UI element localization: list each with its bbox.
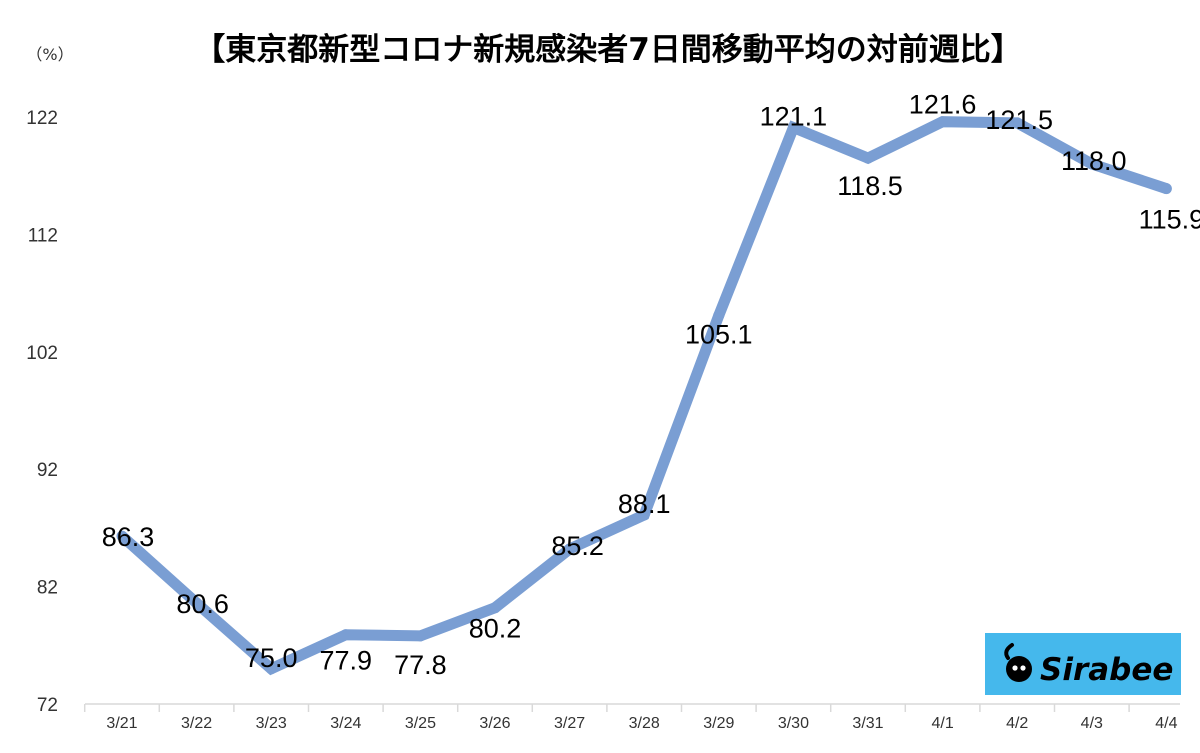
x-tick-label: 4/2 [1006, 715, 1028, 732]
data-label: 88.1 [618, 489, 671, 519]
x-tick-label: 3/30 [778, 715, 809, 732]
x-tick-label: 3/23 [256, 715, 287, 732]
x-tick-label: 3/25 [405, 715, 436, 732]
y-tick-label: 82 [37, 578, 58, 599]
y-tick-label: 112 [28, 225, 58, 246]
x-tick-label: 3/22 [181, 715, 212, 732]
chart-title: 【東京都新型コロナ新規感染者7日間移動平均の対前週比】 [194, 32, 1022, 68]
data-label: 118.5 [837, 171, 903, 201]
x-tick-label: 3/29 [703, 715, 734, 732]
data-label: 77.9 [320, 646, 373, 676]
series-line [116, 116, 1172, 676]
y-tick-label: 72 [37, 695, 58, 716]
x-tick-label: 4/1 [931, 715, 953, 732]
data-point [489, 602, 501, 614]
data-label: 75.0 [245, 643, 298, 673]
x-tick-label: 4/4 [1155, 715, 1177, 732]
x-tick-label: 3/31 [852, 715, 883, 732]
y-axis-ticks: 72 82 92 102 112 122 [26, 108, 58, 716]
x-tick-label: 3/26 [479, 715, 510, 732]
data-point [862, 152, 874, 164]
y-axis-unit: （%） [26, 45, 73, 64]
data-point [638, 509, 650, 521]
data-label: 85.2 [551, 531, 604, 561]
sirabee-logo-text: Sirabee [1040, 652, 1173, 688]
data-label: 121.6 [909, 90, 977, 120]
y-tick-label: 102 [26, 343, 58, 364]
data-point [414, 630, 426, 642]
data-point [564, 543, 576, 555]
data-point [1160, 183, 1172, 195]
data-point [340, 629, 352, 641]
x-tick-label: 3/24 [330, 715, 361, 732]
data-label: 121.1 [760, 102, 828, 132]
sirabee-mascot-icon [1004, 643, 1032, 682]
data-label: 115.9 [1139, 205, 1200, 235]
data-point [116, 530, 128, 542]
data-label: 105.1 [685, 319, 753, 349]
x-tick-label: 3/21 [106, 715, 137, 732]
x-tick-label: 4/3 [1081, 715, 1103, 732]
series-line-path [118, 116, 1169, 676]
data-point [1011, 117, 1023, 129]
data-label: 118.0 [1061, 146, 1127, 176]
data-label: 80.6 [176, 589, 229, 619]
y-tick-label: 92 [37, 460, 58, 481]
data-point [265, 663, 277, 675]
x-tick-label: 3/27 [554, 715, 585, 732]
data-label: 77.8 [394, 650, 447, 680]
data-label: 80.2 [469, 614, 522, 644]
data-labels: 86.3 80.6 75.0 77.9 77.8 80.2 85.2 88.1 105.1 121… [102, 90, 1200, 680]
data-point [1086, 158, 1098, 170]
data-point [787, 122, 799, 134]
y-tick-label: 122 [26, 108, 58, 129]
x-tick-label: 3/28 [629, 715, 660, 732]
data-point [191, 597, 203, 609]
x-axis-ticks: 3/21 3/22 3/23 3/24 3/25 3/26 3/27 3/28 3/29 3/30… [83, 704, 1178, 732]
sirabee-logo: Sirabee [985, 633, 1181, 695]
data-point [713, 309, 725, 321]
data-label: 121.5 [985, 105, 1053, 135]
data-label: 86.3 [102, 522, 155, 552]
data-point [937, 116, 949, 128]
